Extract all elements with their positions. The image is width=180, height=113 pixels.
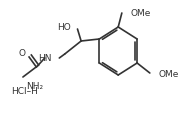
Text: OMe: OMe: [159, 70, 179, 79]
Text: HCl–H: HCl–H: [11, 87, 38, 96]
Text: OMe: OMe: [131, 8, 151, 17]
Text: HN: HN: [39, 54, 52, 63]
Text: O: O: [19, 49, 26, 58]
Text: NH₂: NH₂: [27, 82, 44, 91]
Text: HO: HO: [57, 22, 71, 31]
